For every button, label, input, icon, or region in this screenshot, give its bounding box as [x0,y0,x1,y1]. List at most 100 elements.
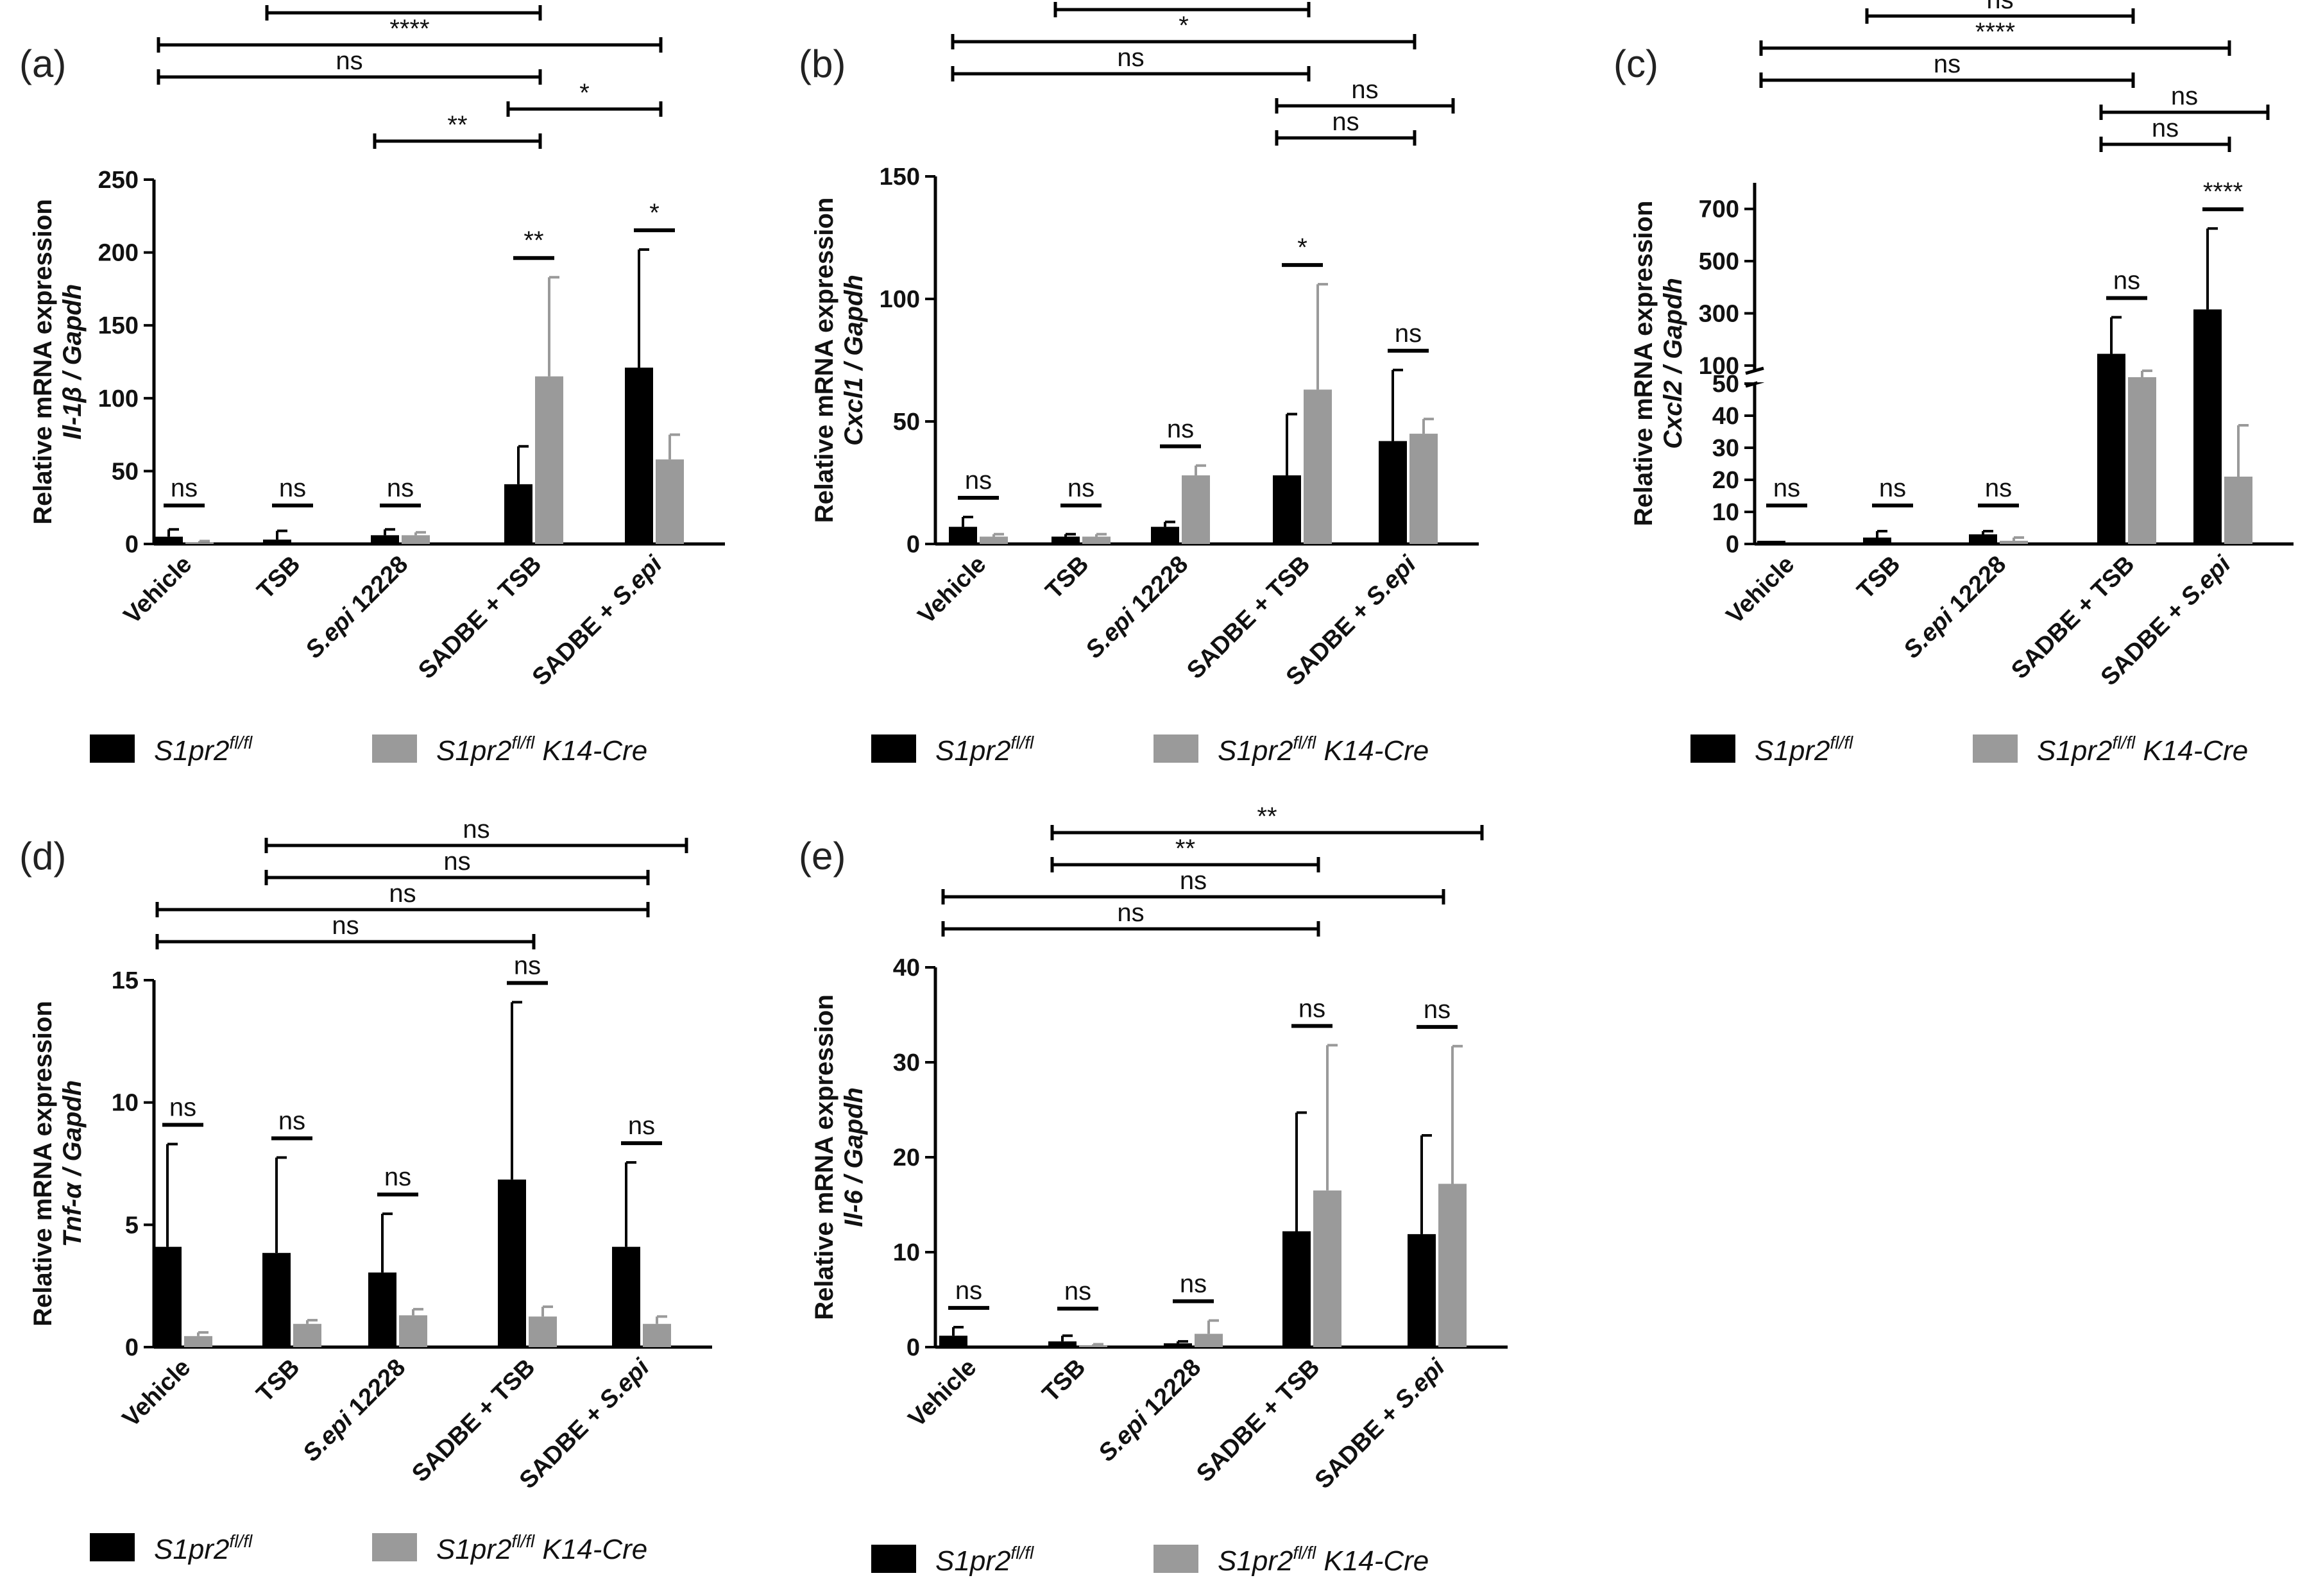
legend-label-series1: S1pr2fl/fl [935,733,1034,767]
bar [293,1323,321,1347]
legend-label-series1: S1pr2fl/fl [935,1543,1034,1577]
legend-label-name: S1pr2 [1755,735,1830,767]
bar [535,376,563,544]
pairwise-significance: ns [171,474,198,502]
pairwise-significance: ns [1167,415,1194,443]
bar [1079,1345,1107,1347]
legend-label-superscript: fl/fl [1293,1543,1316,1563]
x-category-label-part: S.epi [1390,1354,1451,1414]
x-category-label: S.epi 12228 [300,551,413,664]
x-category-label: Vehicle [913,551,991,629]
legend-label-name: S1pr2 [2037,735,2112,767]
comparison-significance: ns [1934,50,1961,78]
x-category-label: TSB [1852,551,1905,604]
bar [1182,475,1210,544]
legend-swatch-series1 [871,1545,916,1573]
x-category-label-part: TSB [1852,551,1905,604]
y-axis-label-gene: Tnf-α / Gapdh [58,1080,87,1247]
comparison-significance: ** [1257,802,1277,831]
y-tick-label: 500 [1699,248,1739,275]
comparison-significance: ns [1332,108,1359,136]
y-tick-label: 40 [893,955,920,981]
legend-label-suffix: K14-Cre [534,735,647,767]
legend-label-name: S1pr2 [1218,1545,1293,1577]
bar [371,535,399,544]
x-category-label: S.epi 12228 [298,1354,411,1467]
comparison-significance: ns [336,47,362,75]
legend-label-name: S1pr2 [436,735,511,767]
pairwise-significance: ns [1068,474,1094,502]
comparison-significance: ns [332,912,359,940]
y-tick-label: 50 [1712,371,1739,398]
x-category-label: Vehicle [117,1354,196,1432]
y-axis-label-gene: Cxcl2 / Gapdh [1659,278,1687,449]
pairwise-significance: ** [524,226,543,255]
x-category-label: S.epi 12228 [1898,551,2011,664]
bar [625,368,653,544]
y-axis-label: Relative mRNA expression Cxcl2 / Gapdh [1630,201,1687,527]
legend-label-superscript: fl/fl [229,733,253,752]
x-category-label-part: TSB [251,1354,305,1407]
x-category-label-part: Vehicle [903,1354,982,1432]
legend-label-name: S1pr2 [935,735,1010,767]
bar [2000,541,2028,544]
y-tick-label: 250 [98,167,139,194]
x-category-label: SADBE + TSB [1191,1354,1325,1488]
x-category-label-part: S.epi [607,550,668,611]
legend-label-superscript: fl/fl [511,733,535,752]
bar [184,1336,212,1347]
bar [262,1253,291,1347]
y-axis-label: Relative mRNA expression Cxcl1 / Gapdh [810,198,868,523]
bar [1409,434,1438,544]
x-category-label: SADBE + S.epi [527,550,668,692]
x-category-label: SADBE + TSB [413,551,547,684]
pairwise-significance: ns [1773,474,1800,502]
bars [949,283,1438,544]
bar [368,1272,396,1347]
x-category-label-part: TSB [1037,1354,1091,1407]
legend-label-series2: S1pr2fl/fl K14-Cre [436,733,647,767]
x-category-label-part: 12228 [339,1354,411,1426]
y-tick-label: 0 [125,531,139,558]
y-tick-label: 100 [880,286,920,313]
bar [643,1323,671,1347]
bar [498,1179,526,1347]
y-axis-label-main: Relative mRNA expression [1630,201,1658,527]
y-tick-label: 10 [112,1090,139,1117]
legend-label-series2: S1pr2fl/fl K14-Cre [2037,733,2248,767]
comparison-significance: ns [463,815,489,844]
y-axis-label-gene: Il-6 / Gapdh [840,1087,868,1227]
x-category-label-part: Vehicle [913,551,991,629]
pairwise-significance: ns [1180,1270,1207,1298]
legend-label-superscript: fl/fl [1293,733,1316,752]
legend: S1pr2fl/fl S1pr2fl/fl K14-Cre [90,1531,647,1565]
x-category-label: TSB [1041,551,1094,604]
y-tick-label: 0 [907,1334,920,1361]
pairwise-significance: ns [955,1277,982,1305]
y-tick-label: 10 [893,1239,920,1266]
bar [1164,1343,1192,1347]
y-axis-label-main: Relative mRNA expression [29,199,57,525]
y-axis-label-main: Relative mRNA expression [810,198,839,523]
bar [1048,1341,1077,1347]
pairwise-significance: **** [2203,178,2243,206]
pairwise-significance: ns [628,1112,655,1140]
comparison-significance: ns [1986,0,2013,14]
panel-e: (e) Relative mRNA expression Il-6 / Gapdh 0… [799,802,1508,1577]
y-tick-label: 20 [893,1144,920,1171]
y-tick-label: 150 [880,164,920,191]
y-tick-label: 0 [907,531,920,558]
x-category-label-part: SADBE + TSB [1191,1354,1325,1488]
legend-swatch-series1 [90,734,135,763]
y-tick-label: 0 [125,1334,139,1361]
x-category-label-part: Vehicle [119,551,197,629]
y-axis-label: Relative mRNA expression Il-1β / Gapdh [29,199,87,525]
legend-label-name: S1pr2 [935,1545,1010,1577]
legend-swatch-series2 [372,734,417,763]
x-category-label-part: S.epi [594,1354,655,1414]
panel-letter: (d) [19,835,66,878]
x-category-label: S.epi 12228 [1093,1354,1206,1467]
bar [529,1316,557,1347]
y-tick-label: 30 [1712,435,1739,462]
y-axis-label-gene: Cxcl1 / Gapdh [840,275,868,446]
